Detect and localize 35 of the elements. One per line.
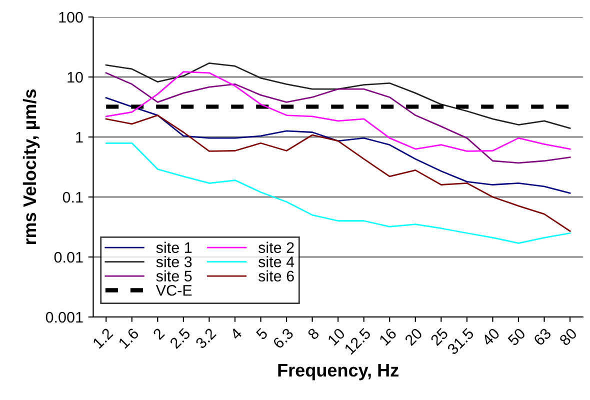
x-tick-label: 4 [230,327,242,340]
y-tick-label: 0.01 [54,252,83,263]
y-tick-label: 10 [68,72,83,83]
x-tick-label: 2.5 [169,327,191,350]
x-tick-label: 8 [307,327,320,340]
x-tick-label: 6.3 [272,327,294,350]
x-tick-label: 63 [533,327,552,346]
legend-label: site 5 [156,270,192,282]
x-tick-label: 5 [256,328,268,340]
y-tick-label: 1 [76,132,83,143]
legend-label: VC-E [156,284,192,296]
x-tick-label: 10 [327,327,346,346]
x-tick-label: 40 [481,327,500,346]
legend-label: site 2 [258,242,294,254]
legend-label: site 1 [156,242,192,254]
x-axis-title: Frequency, Hz [278,364,398,380]
legend-label: site 4 [258,256,294,268]
x-tick-label: 3.2 [194,328,217,350]
y-axis-title: rms Velocity, µm/s [22,89,40,244]
x-tick-label: 20 [404,327,423,346]
line-series [105,97,571,194]
x-tick-label: 1.2 [92,328,114,349]
x-tick-label: 1.6 [118,327,140,349]
line-series [105,62,571,129]
x-tick-label: 25 [430,327,449,346]
x-tick-label: 16 [378,327,398,346]
y-tick-label: 100 [59,12,83,23]
x-tick-label: 80 [558,327,578,346]
y-tick-label: 0.1 [62,192,83,203]
x-tick-label: 50 [507,327,526,346]
legend-label: site 6 [258,270,294,282]
legend-label: site 3 [156,256,192,268]
x-tick-label: 2 [152,328,165,340]
line-series [105,114,571,232]
y-tick-label: 0.001 [46,312,83,323]
